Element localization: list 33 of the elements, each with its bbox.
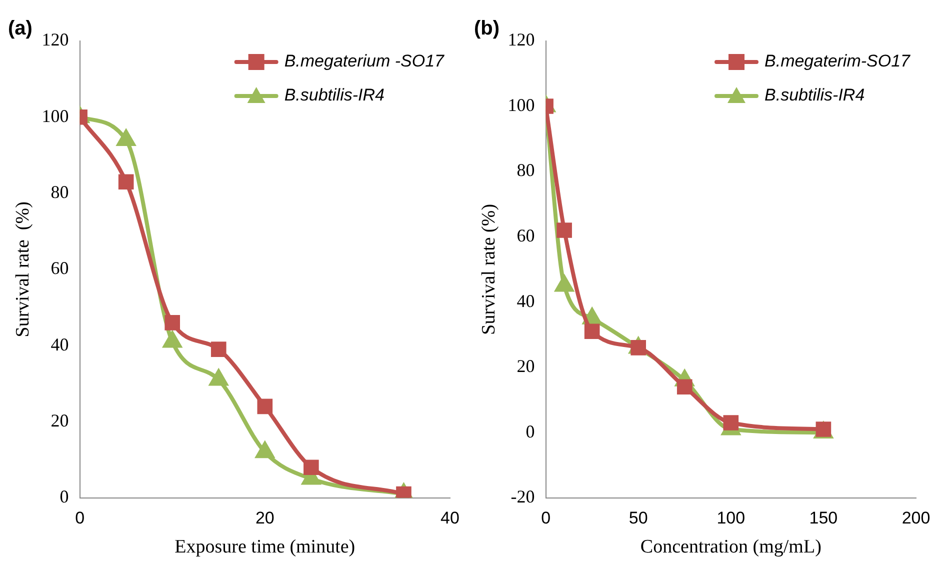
legend-label: B.subtilis-IR4 [764,86,865,105]
y-tick-label: 100 [42,106,69,126]
y-axis-title: Survival rate (%) [478,204,500,335]
legend-label: B.megaterim-SO17 [764,52,911,71]
y-tick-label: 0 [60,486,69,507]
y-tick-label: 20 [50,410,69,430]
y-axis-title: Survival rate (%) [12,202,34,338]
chart-title: (a) [8,18,32,40]
x-tick-label: 20 [255,508,274,528]
x-axis-title: Exposure time (minute) [174,536,356,558]
legend-label: B.subtilis-IR4 [284,86,384,105]
legend-label: B.megaterium -SO17 [284,52,445,71]
x-axis-title: Concentration (mg/mL) [640,536,822,558]
y-tick-label: 120 [42,30,69,50]
y-tick-label: 40 [516,290,535,311]
x-tick-label: 150 [809,508,838,528]
y-tick-label: -20 [510,486,535,507]
y-tick-label: 80 [50,182,69,202]
y-tick-label: 120 [508,30,535,50]
x-tick-label: 40 [440,508,460,528]
x-tick-label: 200 [902,508,930,528]
y-tick-label: 20 [516,356,535,376]
x-tick-label: 0 [75,508,85,528]
y-tick-label: 60 [516,226,535,246]
y-tick-label: 80 [516,160,535,180]
chart-title: (b) [474,18,500,40]
x-tick-label: 50 [628,508,648,528]
y-tick-label: 100 [508,94,535,115]
x-tick-label: 0 [541,508,551,528]
y-tick-label: 0 [526,421,535,442]
y-tick-label: 60 [50,258,69,278]
x-tick-label: 100 [716,508,746,528]
y-tick-label: 40 [50,334,69,354]
